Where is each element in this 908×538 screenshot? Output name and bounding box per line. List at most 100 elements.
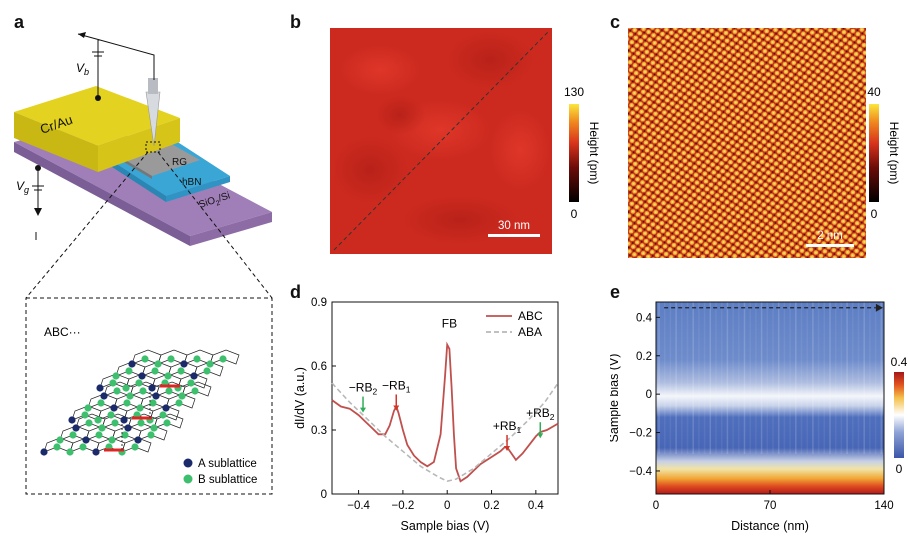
lattice-atom: [151, 367, 159, 375]
annotation-label: −RB2: [349, 381, 378, 397]
vg-contact-dot: [35, 165, 41, 171]
scale-label-c: 2 nm: [817, 230, 843, 242]
lattice-atom: [203, 367, 211, 375]
panel-letter-e: e: [610, 282, 621, 302]
lattice-atom: [148, 384, 156, 392]
lattice-atom: [150, 424, 158, 432]
lattice-atom: [79, 443, 87, 451]
lattice-atom: [81, 411, 89, 419]
y-tick-label-d: 0.6: [311, 361, 327, 373]
lattice-atom: [100, 392, 108, 400]
scale-label-b: 30 nm: [498, 220, 530, 232]
lattice-atom: [68, 416, 76, 424]
annotation-label: FB: [442, 317, 457, 331]
lattice-atom: [69, 431, 77, 439]
lattice-atom: [165, 387, 173, 395]
lattice-atom: [112, 372, 120, 380]
lattice-atom: [98, 424, 106, 432]
y-tick-label-d: 0: [321, 489, 327, 501]
lattice-atom: [107, 411, 115, 419]
lattice-atom: [66, 448, 74, 456]
lattice-atom: [108, 436, 116, 444]
lattice-atom: [109, 379, 117, 387]
legend-label-aba: ABA: [518, 325, 542, 339]
lattice-atom: [175, 399, 183, 407]
vb-label: Vb: [76, 61, 89, 77]
lattice-atom: [82, 436, 90, 444]
spectral-map: 0 70 140 −0.4 −0.2 0 0.2 0.4 Distance (nm) Sample…: [610, 301, 908, 533]
a-sublattice-marker: [183, 458, 193, 468]
lattice-atom: [131, 443, 139, 451]
colorbar-c: [869, 104, 879, 202]
lattice-atom: [138, 372, 146, 380]
topography-texture-b: [330, 30, 550, 245]
lattice-atom: [147, 431, 155, 439]
x-tick-label-e: 70: [764, 500, 777, 512]
panel-letter-c: c: [610, 12, 621, 32]
electrode-block: [14, 86, 180, 172]
colorbar-e: [894, 372, 904, 458]
lattice-atom: [178, 392, 186, 400]
lattice-atom: [190, 372, 198, 380]
lattice-atom: [159, 411, 167, 419]
lattice-atom: [180, 360, 188, 368]
panel-letter-d: d: [290, 282, 301, 302]
lattice-atom: [40, 448, 48, 456]
lattice-atom: [113, 387, 121, 395]
colorbar-b-title: Height (pm): [587, 122, 601, 185]
lattice-atom: [53, 443, 61, 451]
lattice-atom: [95, 431, 103, 439]
circuit-wiring: [32, 32, 155, 240]
lattice-atom: [141, 355, 149, 363]
lattice-atom: [149, 399, 157, 407]
y-tick-label-d: 0.9: [311, 297, 327, 309]
lattice-atom: [122, 384, 130, 392]
y-tick-label-e: 0: [646, 389, 652, 401]
panel-letter-a: a: [14, 12, 25, 32]
lattice-atom: [123, 399, 131, 407]
y-tick-label-e: −0.2: [629, 428, 652, 440]
series-line-abc: [331, 341, 559, 483]
x-tick-label-e: 0: [653, 500, 659, 512]
colorbar-c-min: 0: [871, 207, 878, 221]
lattice-atom: [167, 355, 175, 363]
lattice-atom: [121, 431, 129, 439]
lattice-atom: [124, 424, 132, 432]
rg-label: RG: [172, 157, 187, 168]
lattice-atom: [136, 404, 144, 412]
annotation-arrowhead: [504, 446, 511, 451]
lattice-atom: [154, 360, 162, 368]
vb-contact-dot: [95, 95, 101, 101]
x-tick-label-d: −0.2: [392, 500, 415, 512]
y-tick-label-e: 0.4: [636, 312, 653, 324]
panel-letter-b: b: [290, 12, 301, 32]
series-line-aba: [331, 382, 559, 483]
lattice-atom: [56, 436, 64, 444]
lattice-atom: [96, 384, 104, 392]
lattice-atom: [135, 379, 143, 387]
scale-bar-c: [806, 244, 854, 247]
substrate-label: SiO2/Si: [198, 190, 233, 212]
x-axis-label-d: Sample bias (V): [401, 519, 490, 533]
lattice-atom: [72, 424, 80, 432]
b-sublattice-marker: [183, 474, 193, 484]
lattice-atom: [152, 392, 160, 400]
annotation-arrowhead: [360, 407, 367, 413]
lattice-atom: [85, 419, 93, 427]
linecut-path: [333, 31, 549, 251]
legend-label-abc: ABC: [518, 309, 543, 323]
annotation-arrowhead: [537, 433, 544, 439]
topography-image-c: [628, 28, 866, 258]
lattice-atom: [125, 367, 133, 375]
stack-label: ABC···: [44, 325, 81, 339]
a-sublattice-label: A sublattice: [198, 458, 257, 470]
colorbar-b-max: 130: [564, 85, 584, 99]
lattice-atom: [94, 416, 102, 424]
lattice-inset: [25, 297, 273, 495]
colorbar-c-max: 40: [867, 85, 881, 99]
lattice-atom: [137, 419, 145, 427]
zoom-line-left: [25, 151, 149, 299]
colorbar-b: [569, 104, 579, 202]
lattice-atom: [191, 387, 199, 395]
lattice-atom: [128, 360, 136, 368]
